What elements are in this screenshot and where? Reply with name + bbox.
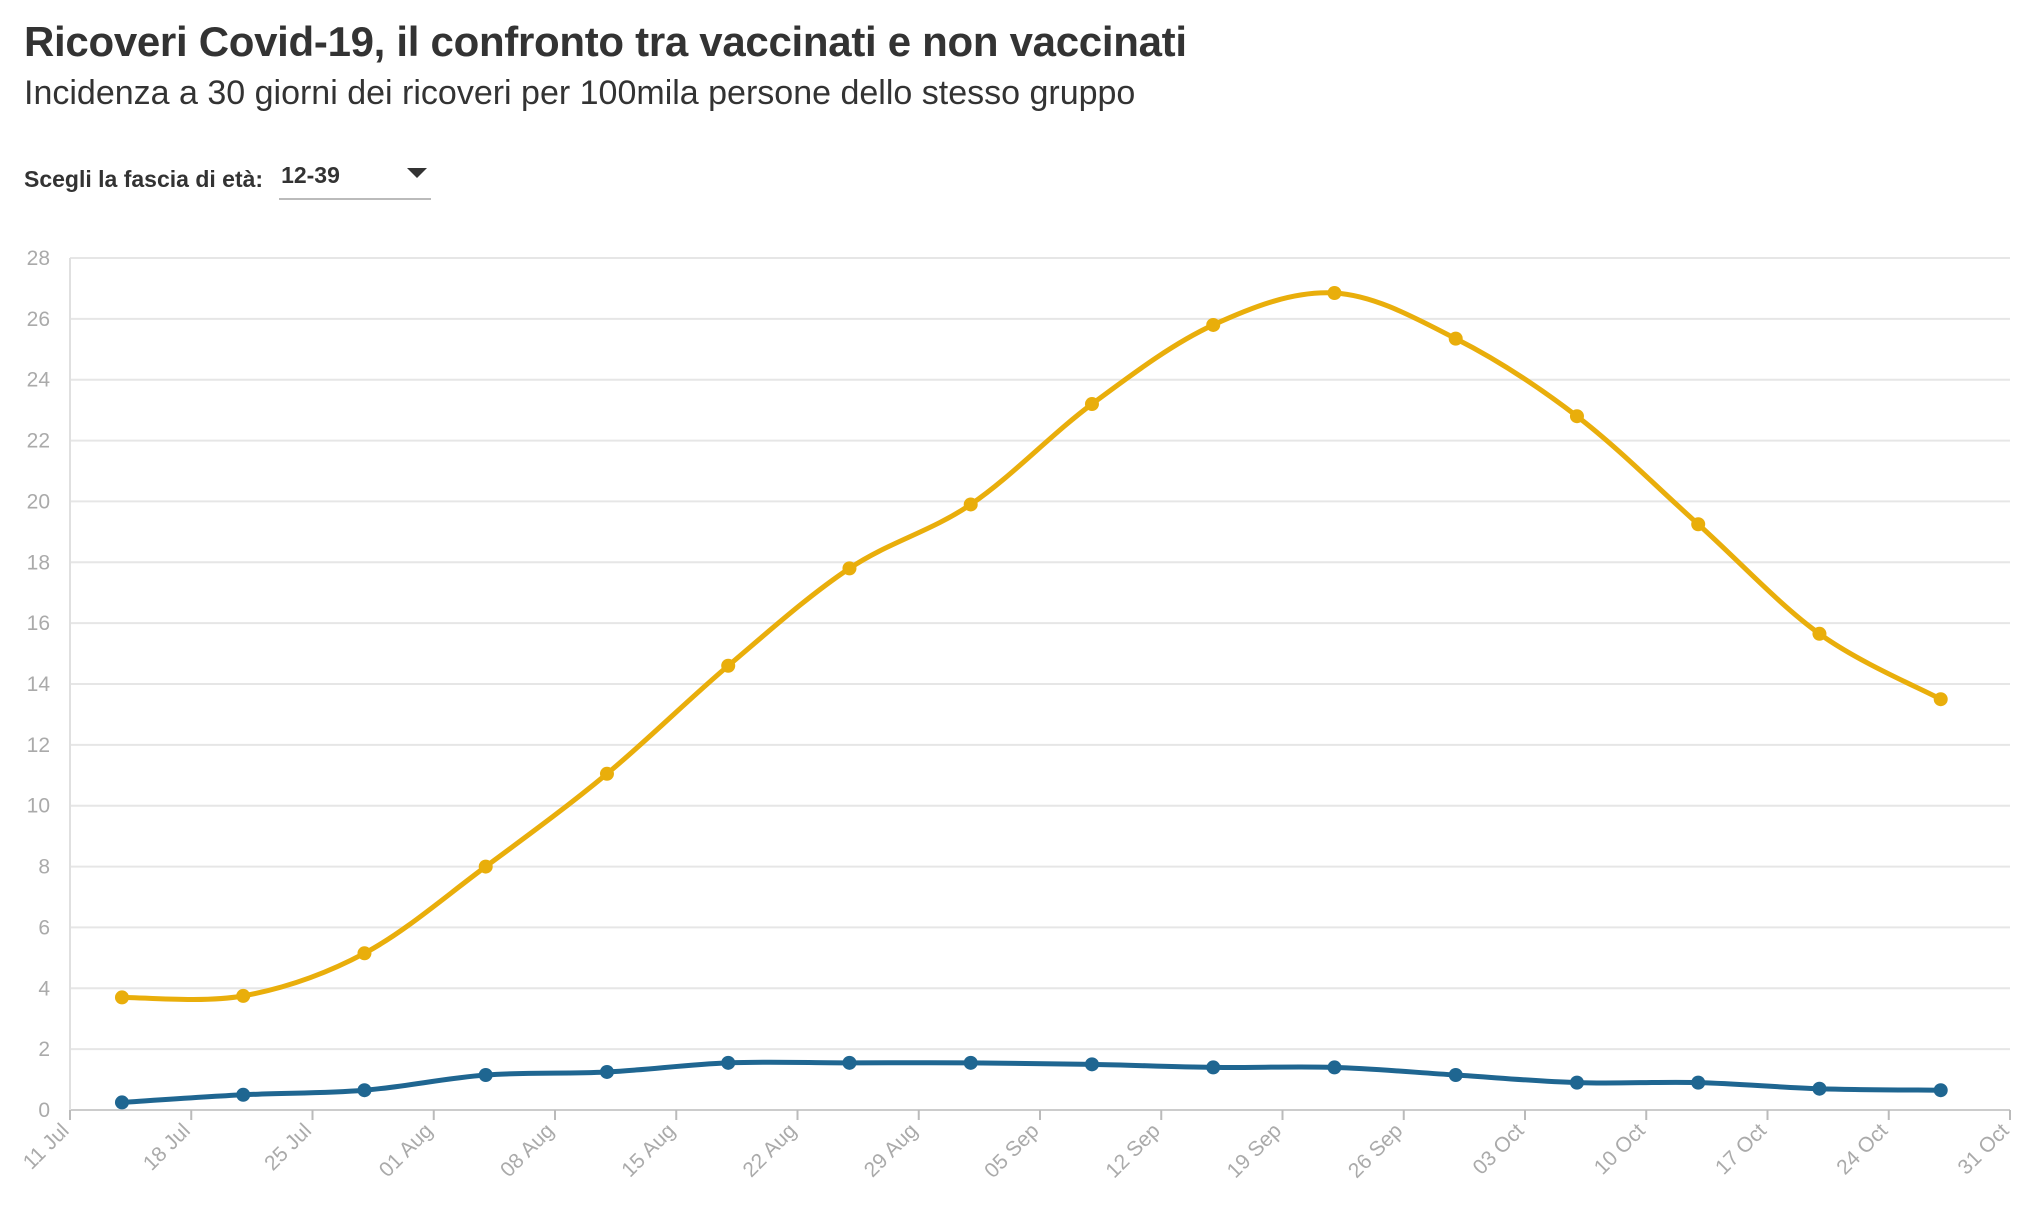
x-axis-ticks: 11 Jul 18 Jul 25 Jul 01 Aug 08 Aug 15 Aug 22 A… — [19, 1110, 2014, 1183]
data-point-unvaccinated[interactable] — [1933, 692, 1948, 707]
data-point-vaccinated[interactable] — [842, 1055, 857, 1070]
age-group-selected-value: 12-39 — [281, 162, 340, 188]
x-tick-label: 12 Sep — [1101, 1119, 1164, 1182]
x-tick-label: 31 Oct — [1954, 1119, 2014, 1179]
data-point-vaccinated[interactable] — [1569, 1075, 1584, 1090]
chart-subtitle: Incidenza a 30 giorni dei ricoveri per 1… — [24, 74, 1136, 112]
x-tick-label: 19 Sep — [1223, 1119, 1286, 1182]
x-tick-label: 05 Sep — [980, 1119, 1043, 1182]
x-tick-label: 01 Aug — [375, 1119, 438, 1182]
y-tick-label: 12 — [27, 734, 50, 757]
y-tick-label: 26 — [27, 308, 50, 331]
data-point-unvaccinated[interactable] — [1206, 317, 1221, 332]
data-point-unvaccinated[interactable] — [478, 859, 493, 874]
data-point-vaccinated[interactable] — [721, 1055, 736, 1070]
data-point-vaccinated[interactable] — [114, 1095, 129, 1110]
age-filter-label: Scegli la fascia di età: — [24, 165, 264, 192]
y-tick-label: 4 — [38, 977, 50, 1000]
data-point-vaccinated[interactable] — [236, 1087, 251, 1102]
chart-title: Ricoveri Covid-19, il confronto tra vacc… — [24, 18, 1187, 65]
series-points — [114, 285, 1948, 1110]
x-tick-label: 11 Jul — [19, 1119, 74, 1174]
x-tick-label: 22 Aug — [739, 1119, 802, 1182]
y-tick-label: 22 — [27, 430, 50, 453]
series-lines — [119, 290, 1944, 1105]
y-tick-label: 6 — [38, 916, 50, 939]
data-point-unvaccinated[interactable] — [963, 497, 978, 512]
data-point-unvaccinated[interactable] — [1691, 517, 1706, 532]
x-tick-label: 15 Aug — [617, 1119, 680, 1182]
y-tick-label: 18 — [27, 551, 50, 574]
x-tick-label: 17 Oct — [1711, 1119, 1771, 1179]
data-point-unvaccinated[interactable] — [721, 658, 736, 673]
x-tick-label: 08 Aug — [496, 1119, 559, 1182]
y-tick-label: 14 — [27, 673, 51, 696]
age-group-select[interactable]: 12-39 — [279, 158, 432, 200]
data-point-unvaccinated[interactable] — [842, 561, 857, 576]
data-point-unvaccinated[interactable] — [1084, 397, 1099, 412]
x-tick-label: 18 Jul — [139, 1119, 195, 1175]
data-point-unvaccinated[interactable] — [236, 988, 251, 1003]
age-filter: Scegli la fascia di età: 12-39 — [24, 158, 432, 200]
data-point-vaccinated[interactable] — [1812, 1081, 1827, 1096]
y-tick-label: 10 — [27, 795, 50, 818]
data-point-vaccinated[interactable] — [1691, 1075, 1706, 1090]
y-tick-label: 16 — [27, 612, 50, 635]
data-point-vaccinated[interactable] — [1933, 1083, 1948, 1098]
x-tick-label: 24 Oct — [1832, 1119, 1892, 1179]
y-tick-label: 2 — [38, 1038, 50, 1061]
x-tick-label: 26 Sep — [1344, 1119, 1407, 1182]
data-point-vaccinated[interactable] — [478, 1068, 493, 1083]
data-point-unvaccinated[interactable] — [1569, 409, 1584, 424]
data-point-unvaccinated[interactable] — [1812, 626, 1827, 641]
data-point-unvaccinated[interactable] — [357, 946, 372, 961]
y-tick-label: 28 — [27, 247, 50, 270]
data-point-unvaccinated[interactable] — [114, 990, 129, 1005]
data-point-vaccinated[interactable] — [599, 1064, 614, 1079]
y-tick-label: 20 — [27, 490, 50, 513]
x-tick-label: 03 Oct — [1469, 1119, 1529, 1179]
data-point-vaccinated[interactable] — [1327, 1060, 1342, 1075]
y-tick-label: 0 — [38, 1099, 50, 1122]
data-point-unvaccinated[interactable] — [1448, 331, 1463, 346]
data-point-vaccinated[interactable] — [1206, 1060, 1221, 1075]
data-point-vaccinated[interactable] — [1084, 1057, 1099, 1072]
data-point-vaccinated[interactable] — [963, 1055, 978, 1070]
data-point-unvaccinated[interactable] — [1327, 285, 1342, 300]
data-point-vaccinated[interactable] — [1448, 1068, 1463, 1083]
grid-lines — [69, 257, 2010, 1111]
series-line-vaccinated — [119, 1059, 1944, 1105]
y-tick-label: 8 — [38, 856, 50, 879]
data-point-unvaccinated[interactable] — [599, 766, 614, 781]
x-tick-label: 25 Jul — [260, 1119, 316, 1175]
y-tick-label: 24 — [27, 369, 51, 392]
x-tick-label: 10 Oct — [1590, 1119, 1650, 1179]
series-line-unvaccinated — [119, 290, 1944, 1003]
chevron-down-icon — [407, 168, 428, 178]
x-tick-label: 29 Aug — [860, 1119, 923, 1182]
data-point-vaccinated[interactable] — [357, 1083, 372, 1098]
